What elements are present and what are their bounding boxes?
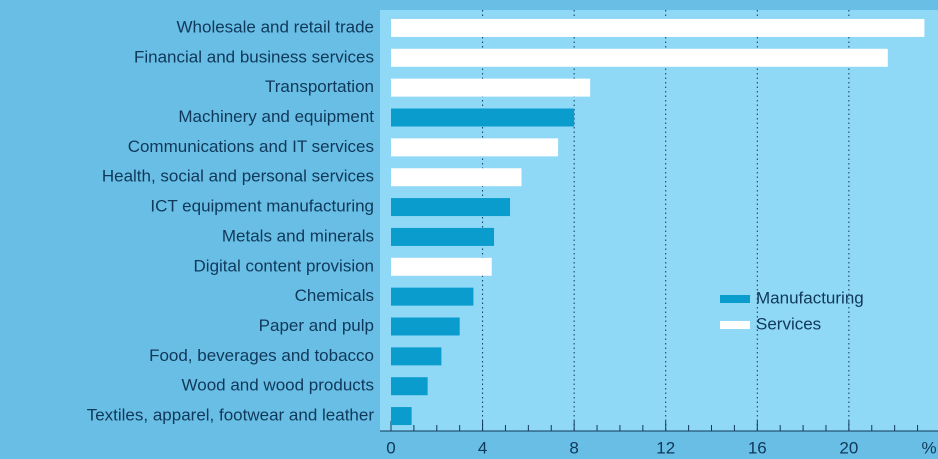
bar <box>391 347 442 366</box>
y-tick-label: Communications and IT services <box>128 137 374 156</box>
bar <box>391 257 492 276</box>
y-tick-label: Metals and minerals <box>222 226 374 245</box>
bar <box>391 18 925 37</box>
bar <box>391 227 495 246</box>
y-tick-label: Chemicals <box>295 286 374 305</box>
bar <box>391 78 591 97</box>
legend-swatch <box>720 295 750 303</box>
bar <box>391 138 559 157</box>
y-tick-label: Digital content provision <box>194 256 374 275</box>
legend-label: Manufacturing <box>756 288 864 307</box>
y-tick-label: Machinery and equipment <box>178 107 374 126</box>
y-tick-label: Wood and wood products <box>182 376 374 395</box>
legend-swatch <box>720 321 750 329</box>
y-tick-label: Textiles, apparel, footwear and leather <box>87 406 375 425</box>
bar <box>391 287 474 306</box>
x-axis-label: % <box>921 438 936 457</box>
x-tick-label: 16 <box>748 438 767 457</box>
y-tick-label: Financial and business services <box>134 47 374 66</box>
x-tick-label: 4 <box>478 438 487 457</box>
x-tick-label: 0 <box>386 438 395 457</box>
plot-area <box>380 10 938 431</box>
y-tick-label: Paper and pulp <box>259 316 374 335</box>
bar <box>391 168 522 187</box>
y-tick-label: Food, beverages and tobacco <box>149 346 374 365</box>
x-tick-label: 12 <box>656 438 675 457</box>
bar <box>391 48 888 67</box>
y-tick-label: Health, social and personal services <box>102 167 374 186</box>
bar <box>391 108 575 127</box>
y-tick-label: Transportation <box>265 77 374 96</box>
bar <box>391 317 460 336</box>
x-tick-label: 20 <box>839 438 858 457</box>
bar <box>391 407 412 426</box>
x-tick-label: 8 <box>569 438 578 457</box>
bar <box>391 377 428 396</box>
bar <box>391 198 511 217</box>
y-tick-label: Wholesale and retail trade <box>176 17 374 36</box>
legend-label: Services <box>756 314 821 333</box>
y-tick-label: ICT equipment manufacturing <box>150 197 374 216</box>
